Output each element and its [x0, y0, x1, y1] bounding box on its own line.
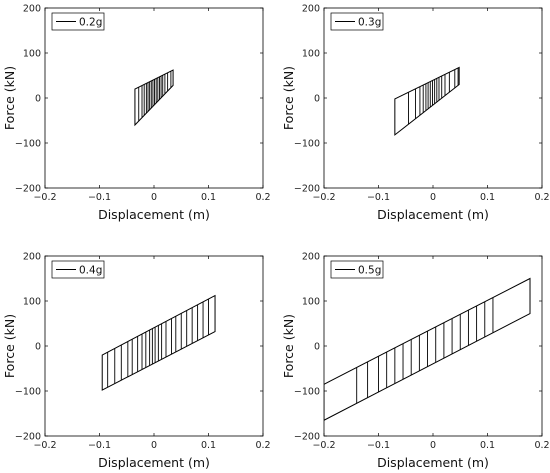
x-tick-label: 0	[430, 440, 436, 451]
x-tick-label: 0.2	[255, 440, 270, 451]
x-tick-label: 0.2	[534, 440, 549, 451]
axes-box	[44, 7, 264, 189]
x-axis-label: Displacement (m)	[98, 207, 210, 222]
x-tick-label: −0.2	[33, 192, 56, 203]
legend-label: 0.5g	[358, 265, 381, 277]
chart-panel-2: −0.2 −0.1 0 0.1 0.2 200 100 0 −100 −200 Displaceme…	[281, 4, 550, 223]
x-tick-label: 0	[151, 440, 157, 451]
x-tick-label: −0.2	[312, 192, 335, 203]
y-tick-label: 100	[23, 49, 41, 60]
axes-box	[44, 255, 264, 437]
x-tick-label: −0.1	[88, 192, 111, 203]
y-axis-label: Force (kN)	[281, 314, 296, 378]
y-tick-label: 100	[302, 297, 320, 308]
x-tick-label: 0.1	[480, 192, 495, 203]
chart-panel-1: −0.2 −0.1 0 0.1 0.2 200 100 0 −100 −200 Displaceme…	[2, 4, 271, 223]
x-tick-label: 0.2	[255, 192, 270, 203]
x-tick-label: 0.1	[201, 192, 216, 203]
legend-label: 0.2g	[79, 17, 102, 29]
x-tick-label: −0.2	[33, 440, 56, 451]
hysteresis-loop-0.2g	[134, 69, 174, 127]
y-axis-label: Force (kN)	[2, 66, 17, 130]
y-axis-label: Force (kN)	[281, 66, 296, 130]
y-tick-label: −200	[294, 432, 320, 443]
y-axis-label: Force (kN)	[2, 314, 17, 378]
y-tick-label: 0	[35, 94, 41, 105]
y-tick-label: 200	[23, 4, 41, 15]
y-tick-label: −200	[15, 432, 41, 443]
y-tick-label: −100	[294, 387, 320, 398]
legend-box	[330, 12, 384, 31]
plot-area	[134, 69, 174, 127]
y-tick-label: −100	[15, 139, 41, 150]
legend-box	[330, 260, 384, 279]
x-axis-label: Displacement (m)	[98, 455, 210, 470]
plot-area	[394, 66, 460, 136]
hysteresis-loop-0.5g	[324, 277, 531, 421]
x-tick-label: −0.1	[367, 440, 390, 451]
legend-label: 0.3g	[358, 17, 381, 29]
plot-area	[324, 277, 531, 421]
chart-panel-4: −0.2 −0.1 0 0.1 0.2 200 100 0 −100 −200 Displaceme…	[281, 252, 550, 471]
legend-box	[51, 260, 105, 279]
y-tick-label: −100	[15, 387, 41, 398]
y-tick-label: 0	[35, 342, 41, 353]
y-tick-label: 0	[314, 94, 320, 105]
y-tick-label: 200	[23, 252, 41, 263]
legend-box	[51, 12, 105, 31]
y-tick-label: −200	[15, 184, 41, 195]
chart-panel-3: −0.2 −0.1 0 0.1 0.2 200 100 0 −100 −200 Displaceme…	[2, 252, 271, 471]
y-tick-label: 100	[23, 297, 41, 308]
hysteresis-loop-0.4g	[101, 294, 216, 391]
x-tick-label: 0.2	[534, 192, 549, 203]
x-tick-label: 0	[430, 192, 436, 203]
x-tick-label: 0.1	[480, 440, 495, 451]
y-tick-label: 200	[302, 4, 320, 15]
y-tick-label: −200	[294, 184, 320, 195]
x-axis-label: Displacement (m)	[377, 455, 489, 470]
hysteresis-loop-0.3g	[394, 66, 460, 136]
x-tick-label: −0.1	[367, 192, 390, 203]
y-tick-label: −100	[294, 139, 320, 150]
x-axis-label: Displacement (m)	[377, 207, 489, 222]
x-tick-label: 0	[151, 192, 157, 203]
axes-box	[323, 255, 543, 437]
legend-label: 0.4g	[79, 265, 102, 277]
plot-area	[101, 294, 216, 391]
x-tick-label: −0.1	[88, 440, 111, 451]
y-tick-label: 200	[302, 252, 320, 263]
axes-box	[323, 7, 543, 189]
y-tick-label: 100	[302, 49, 320, 60]
y-tick-label: 0	[314, 342, 320, 353]
x-tick-label: 0.1	[201, 440, 216, 451]
x-tick-label: −0.2	[312, 440, 335, 451]
